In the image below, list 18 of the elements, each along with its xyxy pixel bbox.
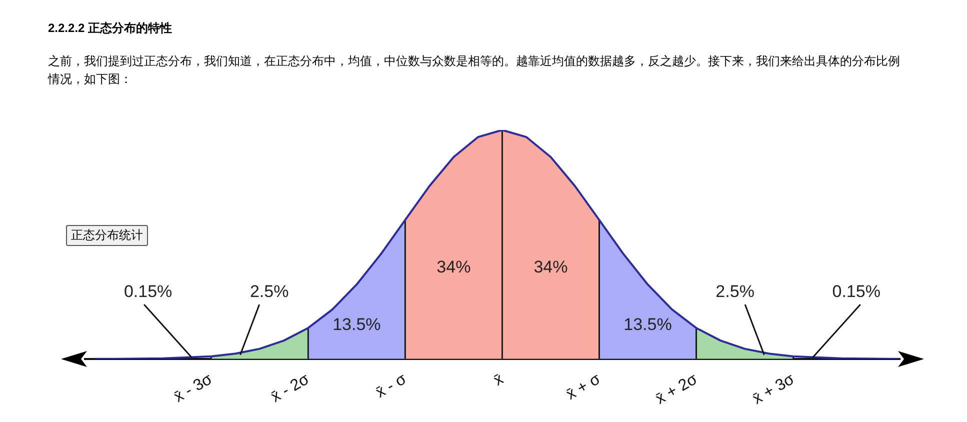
band-label: 2.5% (716, 282, 754, 302)
x-tick-label: x̄ + σ (564, 370, 604, 404)
band-label: 2.5% (250, 282, 289, 302)
x-tick-label: x̄ + 2σ (652, 370, 701, 408)
band-label: 13.5% (624, 315, 672, 334)
x-tick-label: x̄ - 2σ (268, 370, 312, 406)
band-label: 13.5% (332, 315, 381, 334)
chart-title: 2.2.2.2 正态分布的特性 (48, 20, 172, 37)
x-tick-label: x̄ - σ (373, 370, 410, 402)
x-tick-label: x̄ + 3σ (750, 370, 798, 408)
chart-subtitle: 之前，我们提到过正态分布，我们知道，在正态分布中，均值，中位数与众数是相等的。越靠近均值的数据越多，反之越少。接下来，我们来给出具体的分布比例情况，如下图： (48, 53, 901, 88)
band-label: 34% (534, 258, 568, 277)
annotation: 正态分布统计 (66, 225, 148, 246)
annotation: 0.15% (124, 282, 172, 302)
x-tick-label: x̄ - 3σ (171, 370, 216, 406)
band-label: 34% (436, 258, 471, 277)
x-tick-label: x̄ (490, 370, 506, 390)
annotation: 0.15% (832, 282, 880, 302)
